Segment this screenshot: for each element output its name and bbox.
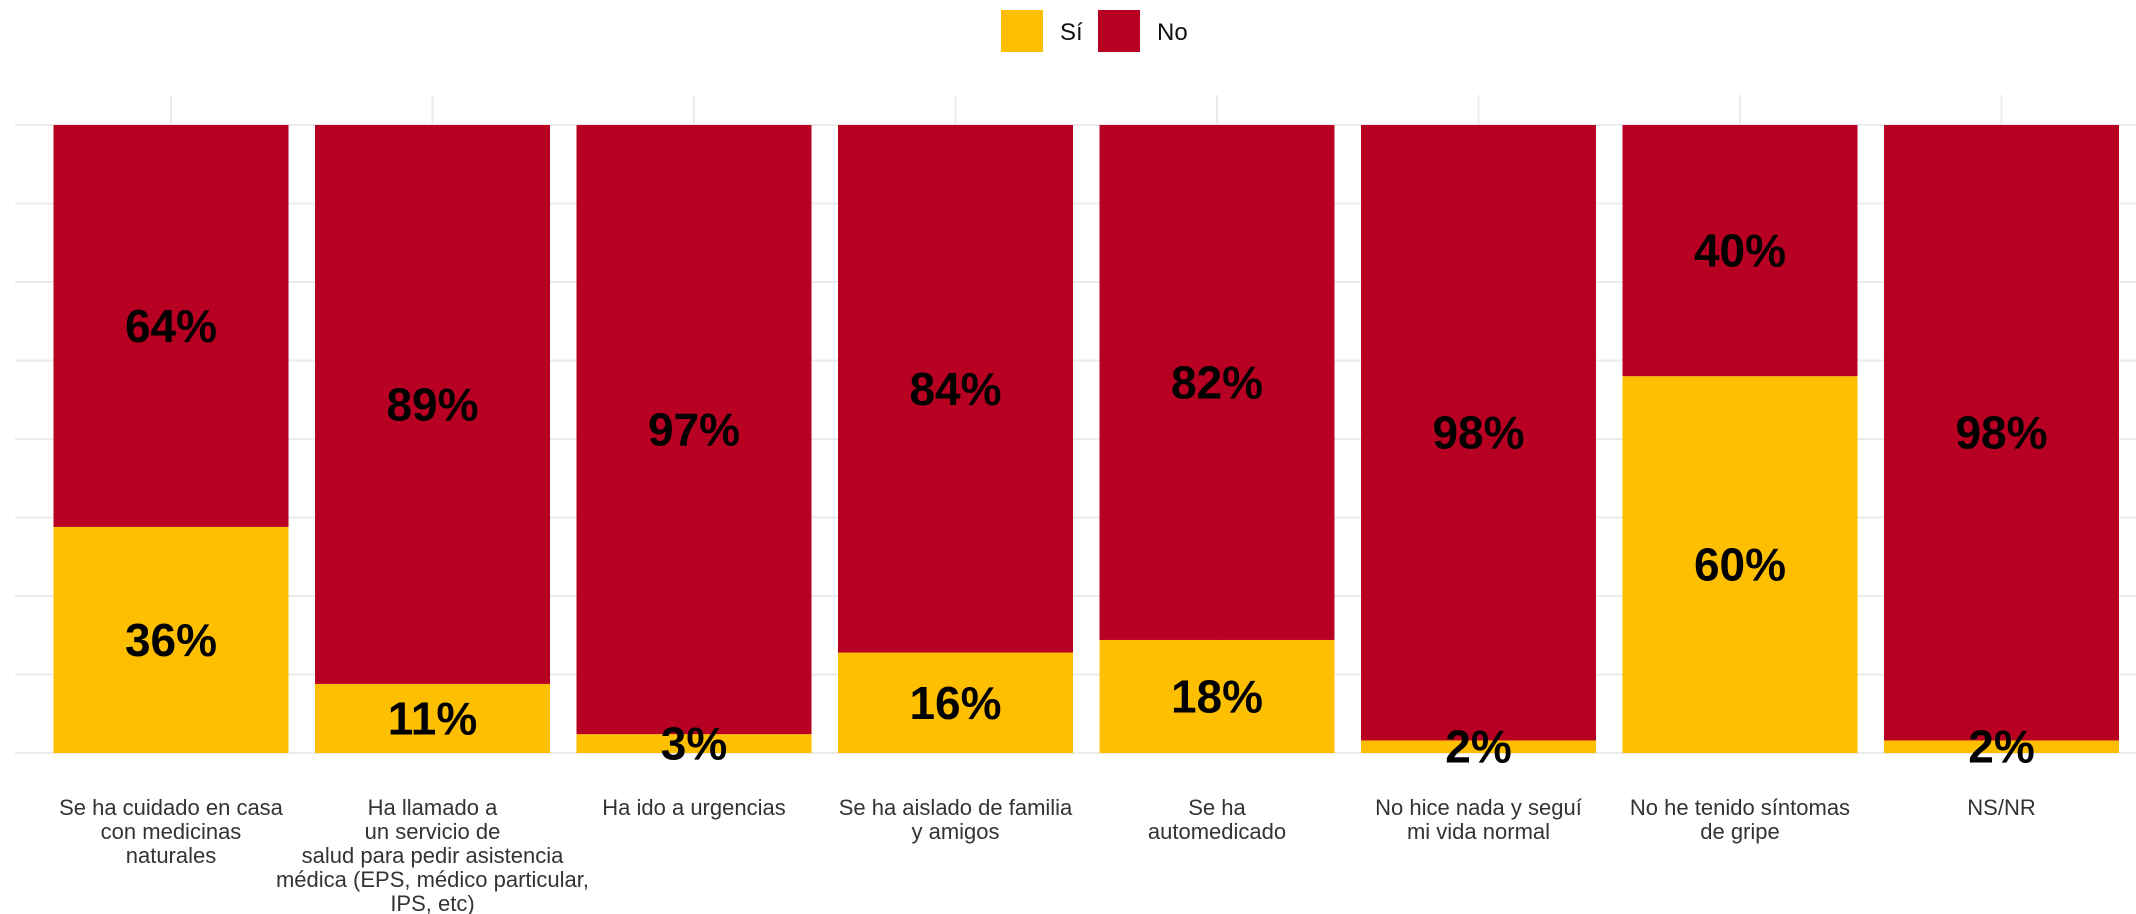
value-label-si: 36%: [125, 614, 217, 666]
legend: Sí No: [1001, 10, 1188, 52]
bars: [53, 125, 2119, 753]
bar-si: [1884, 740, 2119, 753]
legend-label: Sí: [1060, 19, 1083, 46]
value-label-no: 40%: [1694, 225, 1786, 277]
value-label-no: 98%: [1955, 407, 2047, 459]
bar-no: [1361, 125, 1596, 741]
value-label-si: 60%: [1694, 539, 1786, 591]
value-labels: 36% 64% 11% 89% 3% 97% 16% 84% 18% 82% 2% 98% 60% 40%…: [125, 225, 2048, 773]
bar-no: [838, 125, 1073, 653]
bar-no: [576, 125, 812, 735]
bar-si: [315, 683, 550, 753]
value-label-no: 98%: [1432, 407, 1524, 459]
category-label: No hice nada y seguí mi vida normal: [1375, 795, 1582, 844]
bar-si: [838, 652, 1073, 753]
value-label-si: 16%: [909, 677, 1001, 729]
value-label-si: 2%: [1445, 721, 1511, 773]
legend-label: No: [1157, 19, 1188, 46]
category-label: Ha llamado a un servicio de salud para ped…: [276, 795, 589, 914]
category-label: Se ha cuidado en casa con medicinas natura…: [59, 795, 284, 868]
bar-no: [315, 125, 550, 684]
value-label-si: 2%: [1968, 721, 2034, 773]
category-label: Ha ido a urgencias: [602, 795, 785, 820]
category-label: NS/NR: [1967, 795, 2035, 820]
value-label-no: 89%: [386, 378, 478, 430]
category-labels: Se ha cuidado en casa con medicinas natura…: [59, 795, 2036, 914]
bar-si: [1361, 740, 1596, 753]
bar-si: [576, 734, 812, 753]
bar-no: [1099, 125, 1335, 640]
category-label: Se ha automedicado: [1148, 795, 1286, 844]
value-label-no: 64%: [125, 300, 217, 352]
bar-no: [1622, 125, 1858, 377]
bar-si: [1099, 639, 1335, 753]
legend-swatch: [1001, 10, 1043, 52]
legend-swatch: [1098, 10, 1140, 52]
value-label-si: 11%: [388, 692, 478, 744]
category-label: Se ha aislado de familia y amigos: [839, 795, 1073, 844]
value-label-si: 3%: [661, 718, 727, 770]
category-label: No he tenido síntomas de gripe: [1630, 795, 1850, 844]
bar-no: [53, 125, 289, 527]
value-label-no: 82%: [1171, 356, 1263, 408]
bar-si: [1622, 376, 1858, 753]
value-label-no: 97%: [648, 404, 740, 456]
value-label-no: 84%: [909, 363, 1001, 415]
bar-si: [53, 526, 289, 753]
bar-no: [1884, 125, 2119, 741]
value-label-si: 18%: [1171, 670, 1263, 722]
